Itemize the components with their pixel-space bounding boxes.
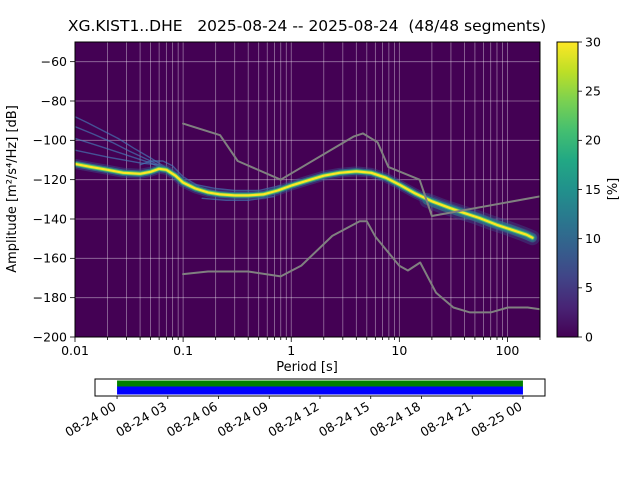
psd-secondary-trace — [194, 183, 282, 192]
timeline-tick-label: 08-24 21 — [418, 399, 474, 440]
timeline-data-bar — [117, 386, 523, 395]
colorbar-tick-label: 0 — [585, 329, 593, 344]
timeline-tick-label: 08-24 09 — [215, 399, 271, 440]
y-tick-label: −80 — [41, 93, 67, 108]
colorbar-tick-label: 30 — [585, 34, 601, 49]
noise-model-nhnm-line — [182, 122, 540, 217]
timeline-tick-label: 08-24 18 — [367, 399, 423, 440]
colorbar: 0 5 10 15 20 25 30 — [556, 34, 601, 344]
y-tick-label: −140 — [33, 211, 67, 226]
chart-title: XG.KIST1..DHE 2025-08-24 -- 2025-08-24 (… — [68, 17, 546, 35]
colorbar-tick-label: 15 — [585, 182, 601, 197]
y-tick-label: −180 — [33, 290, 67, 305]
x-tick-label: 0.1 — [173, 343, 193, 358]
psd-mode-curve — [75, 162, 534, 239]
y-tick-label: −160 — [33, 251, 67, 266]
colorbar-gradient — [557, 42, 578, 337]
axis-ticks — [70, 61, 541, 342]
plot-frame — [74, 41, 541, 338]
colorbar-label: [%] — [606, 178, 621, 201]
y-tick-label: −200 — [33, 329, 67, 344]
colorbar-tick-label: 20 — [585, 133, 601, 148]
psd-secondary-trace — [139, 160, 200, 188]
x-tick-label: 100 — [496, 343, 520, 358]
x-tick-label: 0.01 — [61, 343, 89, 358]
timeline-tick-label: 08-24 03 — [113, 399, 169, 440]
timeline-tick-label: 08-25 00 — [468, 399, 524, 440]
x-tick-label: 10 — [391, 343, 407, 358]
y-tick-label: −100 — [33, 133, 67, 148]
noise-model-nlnm-line — [182, 220, 540, 314]
colorbar-tick-label: 10 — [585, 231, 601, 246]
x-tick-label: 1 — [287, 343, 295, 358]
timeline-tick-label: 08-24 12 — [265, 399, 321, 440]
y-axis-label: Amplitude [m²/s⁴/Hz] [dB] — [5, 105, 20, 273]
plot-area: 0.01 0.1 1 10 100 −200 −180 −160 −140 −120 −100 −80… — [33, 41, 541, 358]
colorbar-tick-label: 5 — [585, 280, 593, 295]
y-tick-label: −60 — [41, 54, 67, 69]
psd-data-layer — [75, 115, 540, 314]
timeline-coverage-bar — [117, 380, 523, 387]
plot-background — [75, 42, 540, 337]
psd-secondary-trace — [201, 195, 276, 202]
axis-tick-labels: 0.01 0.1 1 10 100 −200 −180 −160 −140 −120 −100 −80… — [33, 54, 520, 358]
x-axis-label: Period [s] — [276, 360, 338, 375]
timeline-tick-label: 08-24 06 — [164, 399, 220, 440]
timeline-tick-label: 08-24 15 — [316, 399, 372, 440]
y-tick-label: −120 — [33, 172, 67, 187]
colorbar-tick-label: 25 — [585, 83, 601, 98]
timeline-tick-label: 08-24 00 — [62, 399, 118, 440]
